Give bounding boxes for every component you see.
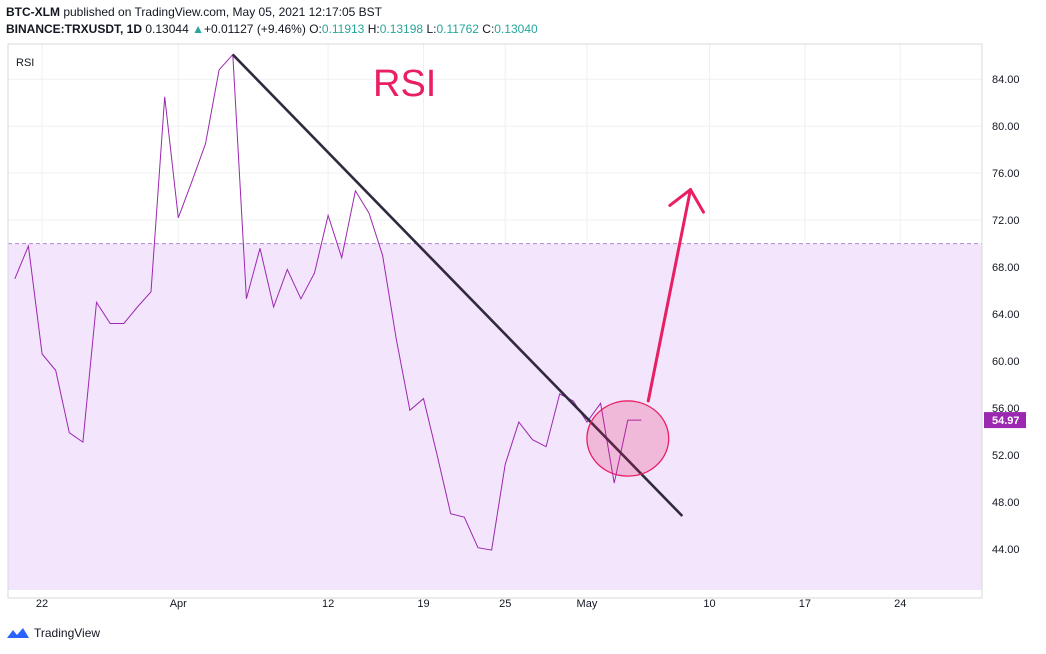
last-value-badge [984, 412, 1026, 429]
x-tick-label: Apr [170, 598, 187, 610]
y-tick-label: 84.00 [992, 74, 1020, 86]
up-arrow-annotation [646, 188, 705, 403]
chart-header: BTC-XLM published on TradingView.com, Ma… [6, 4, 538, 38]
publisher-line: BTC-XLM published on TradingView.com, Ma… [6, 4, 538, 21]
price-change: +0.01127 (+9.46%) [203, 22, 306, 36]
publisher-name: BTC-XLM [6, 5, 60, 19]
tradingview-logo[interactable]: TradingView [6, 626, 100, 640]
change-up-icon: ▲ [192, 22, 204, 36]
y-tick-label: 44.00 [992, 544, 1020, 556]
y-tick-label: 76.00 [992, 168, 1020, 180]
arrow-head [688, 188, 705, 214]
x-tick-label: 22 [36, 598, 48, 610]
y-tick-label: 72.00 [992, 215, 1020, 227]
arrow-head [668, 188, 692, 207]
x-tick-label: May [577, 598, 598, 610]
x-tick-label: 19 [417, 598, 429, 610]
close-label: C: [482, 22, 495, 36]
low-label: L: [426, 22, 437, 36]
y-tick-label: 80.00 [992, 121, 1020, 133]
annotation-title: RSI [373, 63, 436, 105]
last-value-label: 54.97 [984, 412, 1026, 429]
rsi-band [8, 243, 982, 590]
breakout-ellipse [586, 400, 670, 477]
y-tick-label: 48.00 [992, 497, 1020, 509]
x-tick-label: 12 [322, 598, 334, 610]
pane-label: RSI [16, 57, 34, 69]
y-tick-label: 68.00 [992, 262, 1020, 274]
low-value: 0.11762 [436, 22, 479, 36]
open-label: O: [309, 22, 322, 36]
y-tick-label: 52.00 [992, 450, 1020, 462]
symbol-name: BINANCE:TRXUSDT, 1D [6, 22, 143, 36]
x-tick-label: 10 [703, 598, 715, 610]
arrow-shaft [646, 188, 692, 403]
rsi-series-line [14, 53, 642, 551]
x-tick-label: 25 [499, 598, 511, 610]
symbol-line: BINANCE:TRXUSDT, 1D 0.13044 ▲+0.01127 (+… [6, 21, 538, 38]
x-tick-label: 24 [894, 598, 906, 610]
high-label: H: [367, 22, 380, 36]
last-value-text: 54.97 [992, 415, 1020, 427]
descending-trendline [231, 53, 684, 517]
open-value: 0.11913 [321, 22, 365, 36]
tradingview-brand: TradingView [34, 626, 101, 640]
y-tick-label: 56.00 [992, 403, 1020, 415]
last-price: 0.13044 [145, 22, 189, 36]
publisher-detail: published on TradingView.com, May 05, 20… [60, 5, 382, 19]
y-tick-label: 64.00 [992, 309, 1020, 321]
tradingview-icon [7, 628, 29, 638]
close-value: 0.13040 [494, 22, 538, 36]
x-axis: 22 Apr 12 19 25 May 10 17 24 [8, 597, 982, 610]
y-tick-label: 60.00 [992, 356, 1020, 368]
x-tick-label: 17 [799, 598, 811, 610]
high-value: 0.13198 [379, 22, 424, 36]
y-axis: 44.00 48.00 52.00 56.00 60.00 64.00 68.00 72.00… [981, 44, 1020, 598]
